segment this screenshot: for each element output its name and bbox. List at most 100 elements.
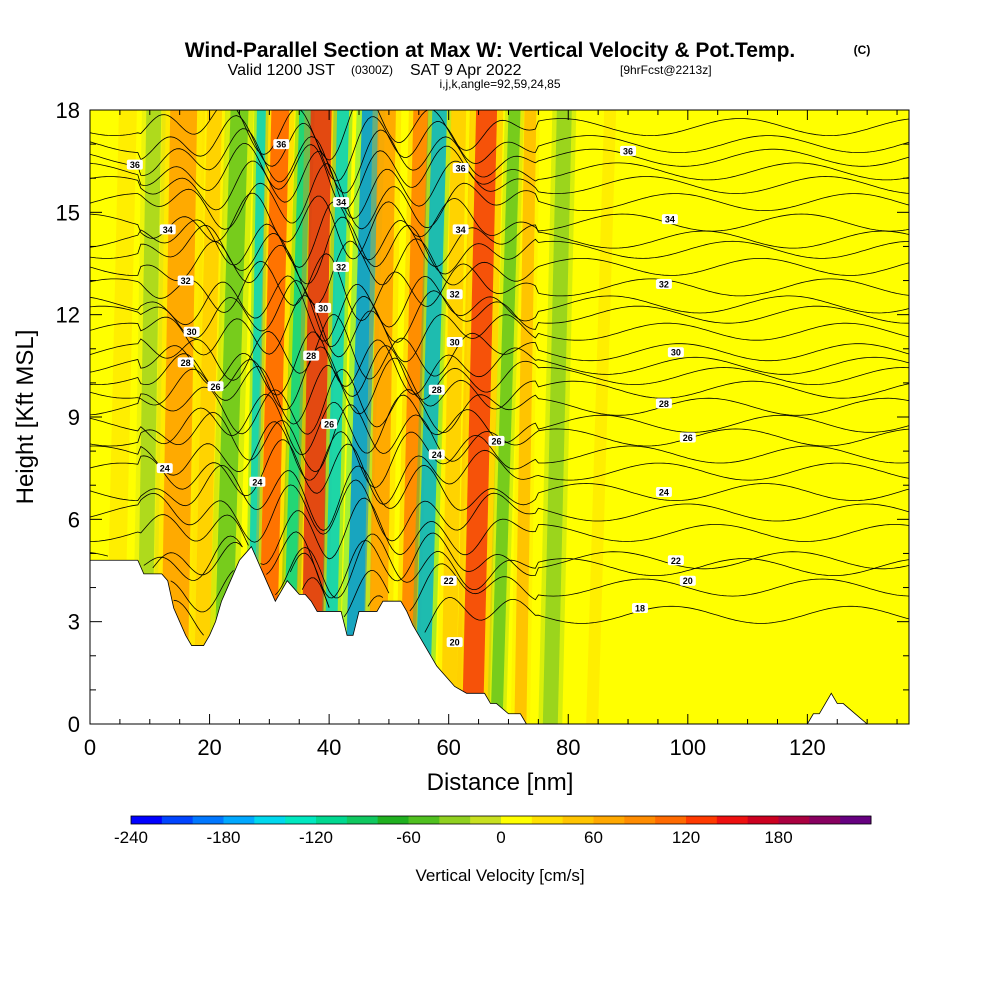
velocity-band xyxy=(399,110,429,724)
y-tick-label: 0 xyxy=(68,712,80,737)
theta-contour-label: 30 xyxy=(183,326,200,337)
theta-contour-label: 34 xyxy=(661,214,678,225)
theta-contour-line xyxy=(90,253,909,322)
theta-contour-label: 26 xyxy=(207,381,224,392)
y-tick-label: 6 xyxy=(68,507,80,532)
subtitle-valid: Valid 1200 JST xyxy=(228,62,336,79)
theta-contour-label-text: 20 xyxy=(683,576,693,586)
colorbar-swatch xyxy=(840,816,872,824)
velocity-band-halo xyxy=(582,110,620,724)
theta-contour-label: 34 xyxy=(333,197,350,208)
velocity-band-halo xyxy=(152,110,206,724)
velocity-band-halo xyxy=(188,110,227,724)
theta-contour-line xyxy=(90,464,909,531)
theta-contour-label-text: 28 xyxy=(432,385,442,395)
theta-contour-label-text: 26 xyxy=(324,419,334,429)
theta-contour-label-text: 28 xyxy=(306,351,316,361)
theta-contour-label-text: 24 xyxy=(659,488,669,498)
velocity-band-halo xyxy=(277,110,315,724)
theta-contour-label: 24 xyxy=(428,449,445,460)
theta-contour-label-text: 36 xyxy=(130,160,140,170)
subtitle-date: SAT 9 Apr 2022 xyxy=(410,62,522,79)
theta-contour-line xyxy=(90,479,909,543)
y-tick-label: 15 xyxy=(56,200,80,225)
y-tick-label: 9 xyxy=(68,405,80,430)
theta-contour-label-text: 30 xyxy=(671,348,681,358)
theta-contour-label-text: 36 xyxy=(623,146,633,156)
velocity-band xyxy=(441,110,467,724)
x-tick-label: 0 xyxy=(84,735,96,760)
colorbar: -240 -180 -120 -60 0 60 120 180 xyxy=(114,815,872,847)
theta-contour-label: 26 xyxy=(679,432,696,443)
theta-contour-label-text: 22 xyxy=(444,576,454,586)
colorbar-tick-label: 180 xyxy=(764,828,792,847)
theta-contour-line xyxy=(90,357,909,425)
colorbar-swatch xyxy=(346,816,379,824)
theta-contour-line xyxy=(90,331,909,396)
theta-contour-label: 18 xyxy=(631,603,648,614)
theta-contour-label-text: 30 xyxy=(450,337,460,347)
velocity-band xyxy=(490,110,521,724)
colorbar-tick-label: 120 xyxy=(672,828,700,847)
theta-contour-label: 20 xyxy=(446,637,463,648)
colorbar-swatch xyxy=(470,816,502,824)
colorbar-swatch xyxy=(161,816,194,824)
colorbar-swatch xyxy=(131,816,163,824)
velocity-band-halo xyxy=(510,110,540,724)
plot-area: 3636363634343434323232323030303028282828… xyxy=(56,98,910,760)
theta-contour-label-text: 26 xyxy=(683,433,693,443)
theta-contour-line xyxy=(152,533,909,599)
theta-contour-label: 36 xyxy=(620,145,637,156)
theta-contour-label-text: 30 xyxy=(318,303,328,313)
velocity-band-halo xyxy=(338,110,386,724)
colorbar-swatch xyxy=(192,816,224,824)
theta-contour-label-text: 24 xyxy=(252,477,262,487)
theta-contour-label-text: 24 xyxy=(160,464,170,474)
colorbar-swatch xyxy=(562,816,594,824)
x-axis-title: Distance [nm] xyxy=(427,769,574,796)
subtitle-forecast: [9hrFcst@2213z] xyxy=(620,63,712,77)
theta-contour-label: 24 xyxy=(156,463,173,474)
theta-contour-line xyxy=(90,314,909,381)
chart-title: Wind-Parallel Section at Max W: Vertical… xyxy=(185,39,796,62)
velocity-band xyxy=(193,110,223,724)
colorbar-swatch xyxy=(531,816,564,824)
theta-contour-label: 36 xyxy=(273,139,290,150)
theta-contour-label-text: 32 xyxy=(450,290,460,300)
colorbar-tick-label: -240 xyxy=(114,828,148,847)
colorbar-swatch xyxy=(593,816,625,824)
colorbar-swatch xyxy=(624,816,656,824)
colorbar-swatch xyxy=(655,816,687,824)
theta-contour-label-text: 26 xyxy=(492,436,502,446)
velocity-band-halo xyxy=(207,110,254,724)
theta-contour-label-text: 36 xyxy=(276,140,286,150)
x-tick-label: 60 xyxy=(436,735,460,760)
colorbar-tick-label: -180 xyxy=(206,828,240,847)
colorbar-swatch xyxy=(377,816,409,824)
theta-contour-label-text: 34 xyxy=(336,198,346,208)
theta-contour-line xyxy=(90,110,909,161)
theta-contour-label-text: 30 xyxy=(187,327,197,337)
theta-contour-line xyxy=(90,192,909,260)
y-tick-label: 12 xyxy=(56,303,80,328)
velocity-band xyxy=(212,110,249,724)
theta-contour-line xyxy=(90,201,909,268)
terrain xyxy=(90,545,909,724)
colorbar-tick-label: -60 xyxy=(396,828,421,847)
copyright-mark: (C) xyxy=(854,43,871,57)
theta-contour-label-text: 32 xyxy=(659,279,669,289)
y-axis-title: Height [Kft MSL] xyxy=(12,330,39,505)
theta-contour-label-text: 18 xyxy=(635,604,645,614)
theta-contour-line xyxy=(170,552,909,618)
colorbar-swatch xyxy=(501,816,533,824)
theta-contour-label: 22 xyxy=(667,555,684,566)
theta-contour-label: 28 xyxy=(303,350,320,361)
theta-contour-label: 32 xyxy=(333,261,350,272)
theta-contour-line xyxy=(173,577,909,636)
theta-contour-label-text: 32 xyxy=(336,262,346,272)
velocity-band-halo xyxy=(455,110,504,724)
colorbar-swatch xyxy=(439,816,471,824)
theta-contour-label: 26 xyxy=(488,435,505,446)
